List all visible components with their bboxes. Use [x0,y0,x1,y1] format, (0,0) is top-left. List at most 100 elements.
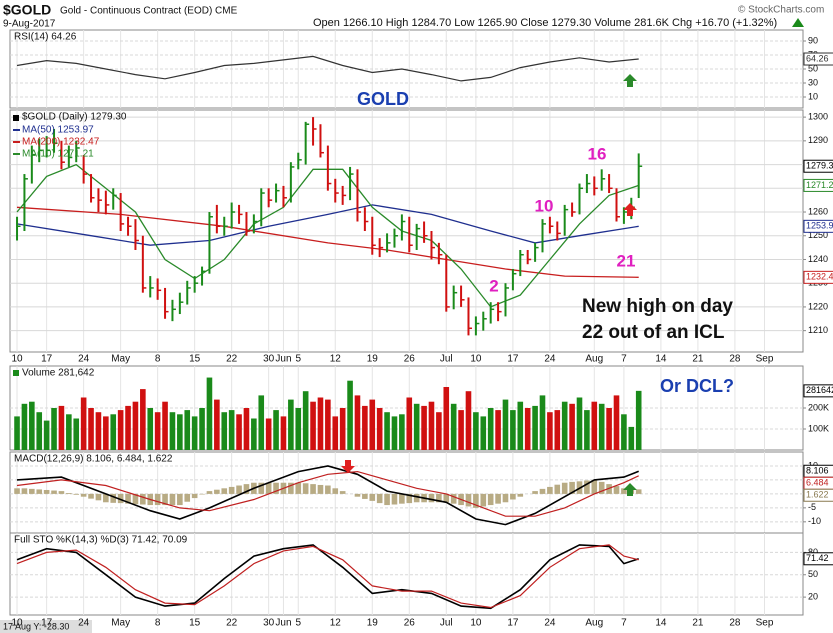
macd-histogram-bar [399,493,405,504]
x-tick-label: 17 [41,354,53,365]
x-tick-label: 28 [729,354,741,365]
macd-histogram-bar [132,493,139,505]
x-tick-label: 30 [263,354,275,365]
x-tick-label: 21 [692,354,704,365]
volume-bar [332,416,339,450]
volume-bar [51,408,57,450]
macd-histogram-bar [177,493,183,506]
rsi-line [16,55,639,82]
volume-bar [251,418,257,450]
y-tick-label: 1300 [808,111,828,121]
volume-bar [554,410,561,450]
x-tick-label: 24 [544,354,556,365]
y-tick-label: 100K [808,423,829,433]
x-tick-label: 14 [655,618,667,629]
volume-bar [214,399,220,450]
macd-histogram-bar [295,482,302,494]
macd-histogram-bar [591,479,598,494]
volume-bar [413,403,420,450]
credit: © StockCharts.com [738,5,824,16]
x-tick-label: 14 [655,354,667,365]
macd-histogram-bar [80,493,87,497]
x-tick-label: 17 [507,354,519,365]
annotation-arrow [623,74,637,87]
cursor-box [0,620,92,633]
volume-bar [21,403,28,450]
y-tick-label: -5 [808,502,816,512]
macd-histogram-bar [169,493,176,506]
volume-bar [302,391,309,450]
macd-histogram-bar [510,493,516,500]
macd-histogram-bar [391,493,398,505]
volume-bar [428,401,435,450]
macd-histogram-bar [51,490,57,494]
value-tag: 1253.9 [806,221,833,231]
value-tag: 1271.2 [806,180,833,190]
macd-histogram-bar [436,493,442,503]
macd-histogram-bar [243,484,250,494]
x-tick-label: 10 [11,354,23,365]
annotation: GOLD [357,89,409,109]
macd-line [16,465,639,526]
volume-bar [406,397,413,450]
value-tag: 8.106 [806,466,829,476]
macd-histogram-bar [95,493,102,501]
volume-bar [584,410,590,450]
volume-bar [95,412,102,450]
volume-bar [480,416,487,450]
macd-histogram-bar [621,488,627,494]
macd-histogram-bar [21,488,28,494]
macd-histogram-bar [88,493,94,499]
volume-bar [502,399,509,450]
volume-bar [221,412,228,450]
macd-histogram-bar [199,493,205,495]
symbol: $GOLD [3,2,51,18]
x-tick-label: 8 [155,618,161,629]
macd-histogram-bar [154,493,161,506]
macd-histogram-bar [332,488,339,494]
up-indicator [792,18,804,27]
legend-swatch [13,115,19,121]
macd-histogram-bar [184,493,191,502]
volume-bar [628,426,635,450]
volume-bar [524,408,531,450]
value-tag-box [803,219,833,233]
volume-bar [228,410,235,450]
macd-histogram-bar [517,493,524,497]
x-tick-label: 10 [470,618,482,629]
volume-bar [14,416,20,450]
macd-histogram-bar [302,483,309,494]
x-tick-label: 26 [404,618,416,629]
x-tick-label: 22 [226,354,238,365]
macd-histogram-bar [473,493,479,508]
macd-histogram-bar [206,491,213,494]
volume-bar [339,408,346,450]
y-tick-label: 20 [808,591,818,601]
y-tick-label: 1260 [808,206,828,216]
y-tick-label: 80 [808,547,818,557]
value-tag: 6.484 [806,478,829,488]
volume-bar [487,408,494,450]
x-tick-label: 15 [189,354,201,365]
volume-bar [347,380,353,450]
macd-histogram-bar [369,493,376,501]
value-tag: 1232.4 [806,272,833,282]
x-tick-label: 24 [78,618,90,629]
macd-histogram-bar [428,493,435,503]
value-tag-box [803,488,833,502]
macd-histogram-bar [339,491,346,494]
x-tick-label: Jul [440,618,453,629]
macd-histogram-bar [221,488,228,494]
macd-histogram-bar [214,489,220,494]
volume-bar [110,414,117,450]
volume-bar [288,399,294,450]
legend-entry: MA(10) 1271.21 [22,149,94,160]
x-tick-label: Sep [756,354,774,365]
x-tick-label: 7 [621,618,627,629]
y-tick-label: 10 [808,91,818,101]
panel-title: Full STO %K(14,3) %D(3) 71.42, 70.09 [14,535,188,546]
panel-frame [9,109,804,353]
legend-entry: MA(200) 1232.47 [22,137,100,148]
macd-histogram-bar [162,493,168,506]
volume-bar [317,397,324,450]
